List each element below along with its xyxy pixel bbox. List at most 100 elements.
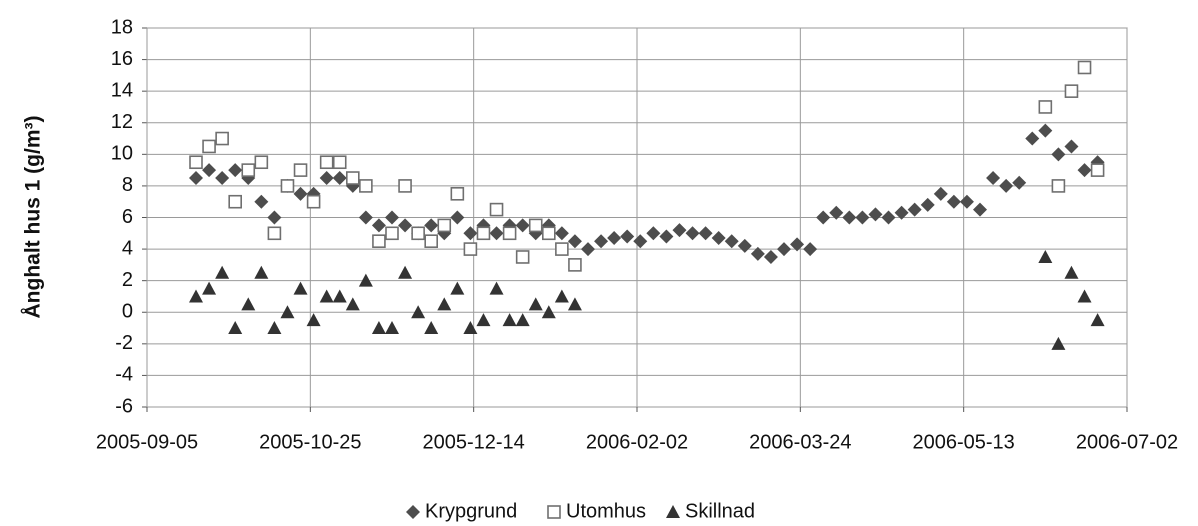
y-tick-label: -4 [115,364,133,386]
data-point [450,187,465,201]
data-point [228,321,243,335]
data-point [711,231,726,246]
data-point [189,155,203,170]
data-point [371,321,386,335]
y-tick-label: 18 [111,16,133,38]
data-point [437,297,452,311]
data-point [241,297,256,311]
data-point [398,179,412,193]
y-tick-label: 12 [111,111,133,133]
y-tick-label: 10 [111,143,133,165]
y-tick-label: 8 [122,174,133,196]
legend-label: Utomhus [566,500,646,522]
data-point [1038,100,1053,114]
data-point [607,231,622,246]
data-point [672,223,687,238]
data-point [750,246,765,261]
y-tick-label: 6 [122,206,133,228]
data-point [293,163,308,177]
data-point [724,234,739,249]
data-point [1090,313,1105,327]
data-point [868,207,883,222]
data-point [620,229,635,244]
data-point [450,281,465,295]
data-point [267,321,282,335]
data-point [372,234,386,248]
data-point [489,226,504,241]
data-point [476,226,491,241]
data-point [398,265,413,279]
y-tick-label: -2 [115,332,133,354]
y-tick-label: 2 [122,269,133,291]
data-point [685,226,700,241]
data-point [502,226,517,241]
data-point [332,155,347,170]
data-point [398,218,413,233]
data-point [1038,123,1053,138]
data-point [842,210,857,225]
data-point [541,305,556,319]
data-point [1064,84,1079,98]
data-point [567,234,582,249]
data-point [189,171,203,186]
data-point [476,313,491,327]
data-point [411,305,426,319]
data-point [907,202,922,217]
data-point [515,313,530,327]
y-axis-label: Ånghalt hus 1 (g/m³) [21,116,45,319]
data-point [359,179,373,193]
data-point [254,265,269,279]
data-point [933,186,948,201]
data-point [920,197,935,212]
data-point [1012,175,1027,190]
y-tick-label: 4 [122,237,133,259]
data-point [646,226,661,241]
data-point [594,234,609,249]
data-point [319,289,334,303]
data-point [437,218,452,233]
data-point [1051,179,1066,193]
data-point [241,163,256,177]
data-point [463,242,478,256]
data-point [228,194,242,209]
data-point [319,171,334,186]
data-point [319,155,334,170]
data-point [411,226,425,241]
x-tick-label: 2006-02-02 [586,431,688,453]
data-point [567,297,582,311]
data-point [1077,60,1092,75]
data-point [698,226,713,241]
data-point [1077,289,1092,303]
data-point [424,321,439,335]
legend-marker [547,505,561,519]
data-point [424,218,439,233]
data-point [189,289,203,303]
data-point [894,205,909,220]
data-point [737,238,752,253]
data-point [502,313,517,327]
legend-label: Krypgrund [425,500,517,522]
data-point [659,229,674,244]
data-point [306,194,321,209]
data-point [541,226,556,241]
data-point [215,171,230,186]
data-point [228,163,243,178]
data-point [973,202,987,217]
data-point [1090,163,1105,177]
data-point [293,281,308,295]
data-point [358,210,373,225]
x-tick-label: 2005-12-14 [423,431,525,453]
data-point [345,297,360,311]
data-point [568,258,582,272]
data-point [946,194,961,209]
data-point [959,194,974,209]
data-point [371,218,386,233]
data-point [555,242,569,256]
data-point [254,194,269,209]
y-tick-label: 0 [122,301,133,323]
legend-marker [666,505,680,518]
data-point [829,205,844,220]
data-point [280,305,295,319]
